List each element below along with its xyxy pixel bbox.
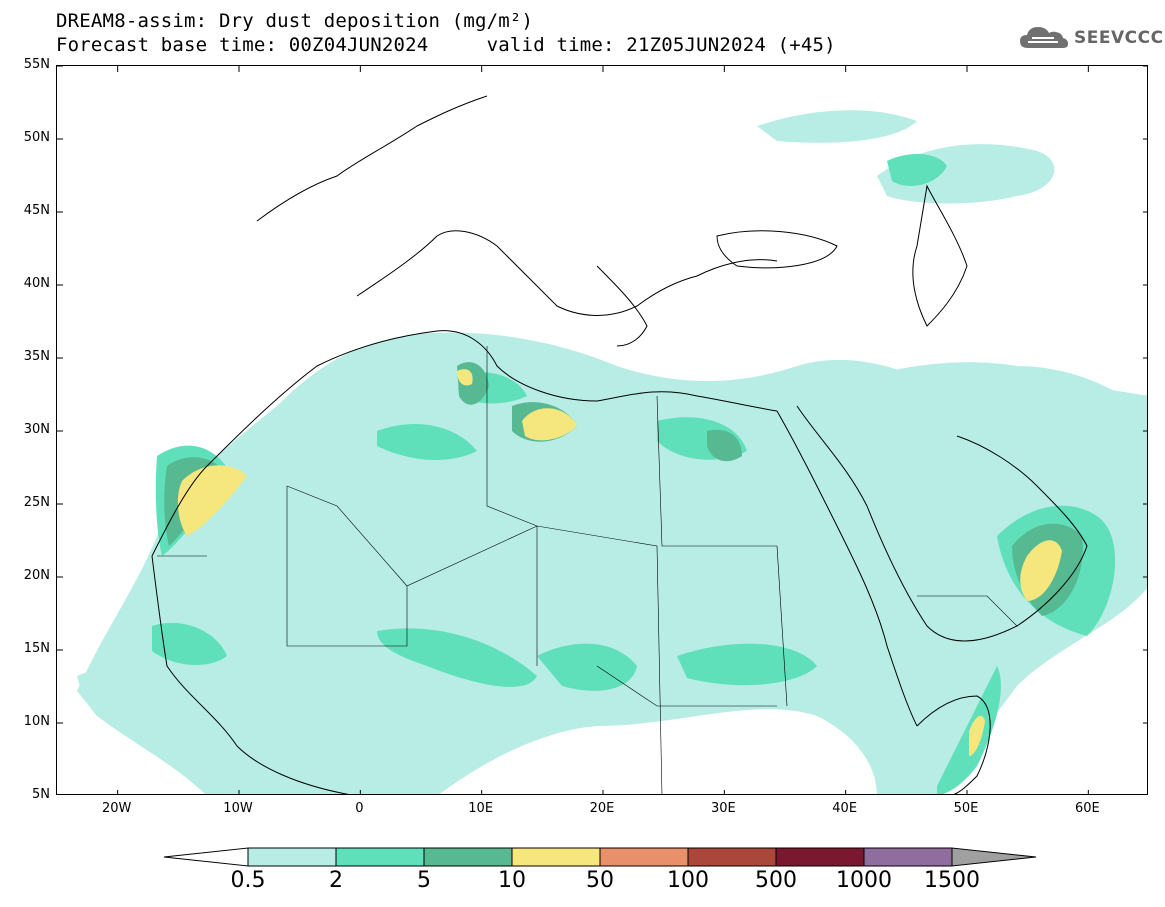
map-title: DREAM8-assim: Dry dust deposition (mg/m²…	[56, 10, 534, 32]
legend-label: 2	[329, 868, 343, 893]
lon-tick-label: 60E	[1074, 801, 1100, 816]
legend-swatch	[247, 847, 337, 867]
lat-tick-label: 20N	[23, 568, 50, 583]
coastlines	[151, 95, 1088, 794]
coast-europe	[256, 95, 778, 347]
dust-level-1-chad	[537, 643, 637, 691]
lat-tick-label: 30N	[23, 422, 50, 437]
lat-tick-label: 45N	[23, 203, 50, 218]
cloud-icon	[1020, 27, 1068, 48]
lon-tick-label: 10W	[223, 801, 253, 816]
dust-level-3-wsahara	[177, 465, 247, 536]
logo-text: SEEVCCC	[1074, 28, 1164, 48]
dust-level-2-egypt	[707, 429, 742, 462]
legend-label: 1000	[836, 868, 892, 893]
color-legend	[160, 844, 1040, 874]
coast-arabia	[796, 405, 1088, 642]
dust-level-3-somalia	[969, 715, 985, 756]
dust-level-0-arabia	[817, 362, 1147, 536]
legend-swatch	[687, 847, 777, 867]
dust-level-1-somalia	[937, 666, 1001, 794]
forecast-time-line: Forecast base time: 00Z04JUN2024 valid t…	[56, 34, 836, 56]
dust-level-1-sudan	[677, 643, 817, 686]
dust-level-0-europe-north	[757, 110, 917, 143]
legend-label: 100	[667, 868, 709, 893]
dust-level-3-oman	[1020, 540, 1062, 601]
coast-north-africa	[151, 330, 778, 557]
dust-level-1-sahel	[377, 628, 537, 687]
legend-swatch	[335, 847, 425, 867]
coast-red-sea	[776, 410, 918, 727]
legend-swatch	[423, 847, 513, 867]
dust-level-0-atlantic	[77, 670, 137, 699]
lon-tick-label: 50E	[953, 801, 979, 816]
dust-level-3-gulf-sidra	[522, 408, 577, 441]
lat-tick-label: 40N	[23, 276, 50, 291]
lon-tick-label: 10E	[468, 801, 494, 816]
lon-tick-label: 0	[355, 801, 364, 816]
lon-tick-label: 30E	[710, 801, 736, 816]
lat-tick-label: 15N	[23, 641, 50, 656]
legend-label: 10	[498, 868, 526, 893]
legend-low-arrow	[163, 847, 249, 867]
legend-swatch	[775, 847, 865, 867]
coast-west-africa	[151, 555, 349, 794]
lat-tick-label: 5N	[32, 787, 50, 802]
legend-high-arrow	[951, 847, 1037, 867]
lat-tick-label: 25N	[23, 495, 50, 510]
tick-marks	[57, 66, 1147, 794]
dust-layer	[77, 110, 1147, 794]
legend-label: 1500	[924, 868, 980, 893]
lat-tick-label: 55N	[23, 57, 50, 72]
dust-level-1-senegal	[152, 622, 227, 666]
lat-tick-label: 35N	[23, 349, 50, 364]
dust-level-3-tunisia	[457, 369, 473, 386]
lon-tick-label: 20W	[101, 801, 132, 816]
seevccc-logo: SEEVCCC	[1018, 24, 1164, 52]
legend-label: 0.5	[230, 868, 266, 893]
lon-tick-label: 20E	[589, 801, 615, 816]
lat-tick-label: 10N	[23, 714, 50, 729]
coast-caspian	[912, 184, 968, 327]
map-area	[56, 65, 1148, 795]
lat-tick-label: 50N	[23, 130, 50, 145]
legend-swatch	[599, 847, 689, 867]
legend-swatch	[511, 847, 601, 867]
lon-tick-label: 40E	[832, 801, 858, 816]
dust-level-1-libya	[377, 423, 477, 461]
country-borders	[157, 346, 1018, 794]
legend-label: 5	[417, 868, 431, 893]
dust-map	[57, 66, 1147, 794]
coast-horn	[916, 695, 991, 794]
legend-label: 500	[755, 868, 797, 893]
dust-level-1-caspian	[887, 154, 947, 186]
legend-swatch	[863, 847, 953, 867]
coast-black-sea	[716, 230, 838, 269]
legend-label: 50	[586, 868, 614, 893]
